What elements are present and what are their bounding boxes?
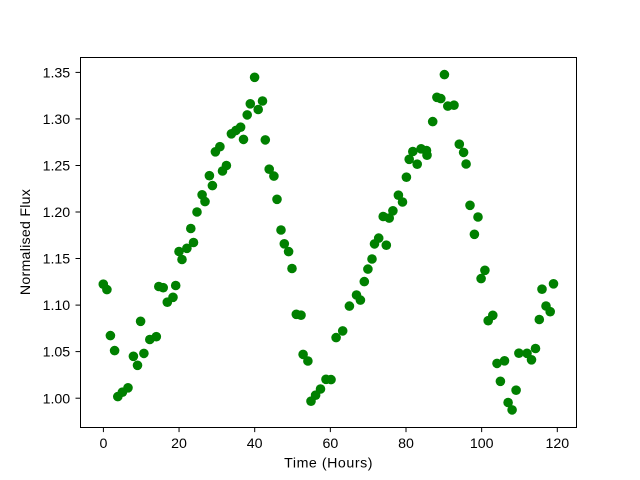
svg-text:1.15: 1.15 <box>43 252 71 268</box>
svg-text:0: 0 <box>99 436 107 452</box>
svg-text:80: 80 <box>398 436 414 452</box>
svg-text:Time (Hours): Time (Hours) <box>284 456 373 472</box>
svg-text:Normalised Flux: Normalised Flux <box>18 189 34 295</box>
svg-text:40: 40 <box>247 436 263 452</box>
svg-text:60: 60 <box>322 436 338 452</box>
svg-text:1.25: 1.25 <box>43 159 71 175</box>
svg-text:20: 20 <box>171 436 187 452</box>
svg-text:1.20: 1.20 <box>43 205 71 221</box>
svg-text:120: 120 <box>545 436 569 452</box>
svg-text:1.30: 1.30 <box>43 112 71 128</box>
svg-text:1.10: 1.10 <box>43 298 71 314</box>
svg-text:1.00: 1.00 <box>43 391 71 407</box>
svg-text:1.35: 1.35 <box>43 66 71 82</box>
svg-text:1.05: 1.05 <box>43 345 71 361</box>
svg-text:100: 100 <box>470 436 494 452</box>
